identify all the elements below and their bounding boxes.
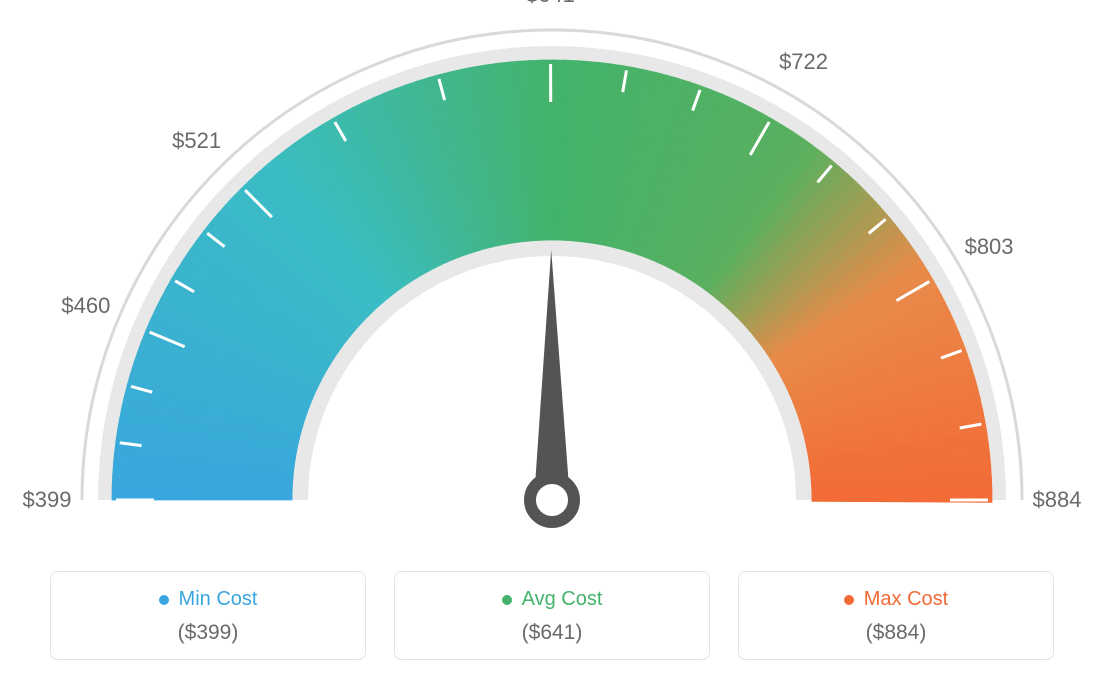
legend-title-max: Max Cost	[844, 588, 948, 611]
tick-label: $521	[172, 128, 221, 154]
gauge-area: $399 $460 $521 $641 $722 $803 $884	[0, 0, 1104, 560]
legend-dot-max	[844, 595, 854, 605]
legend-dot-avg	[502, 595, 512, 605]
tick-label: $803	[965, 234, 1014, 260]
tick-label: $641	[526, 0, 575, 8]
tick-label: $884	[1033, 487, 1082, 513]
tick-label: $399	[23, 487, 72, 513]
gauge-svg	[0, 0, 1104, 560]
cost-gauge-container: $399 $460 $521 $641 $722 $803 $884 Min Cost ($…	[0, 0, 1104, 690]
gauge-needle-base	[530, 478, 574, 522]
legend-label-min: Min Cost	[179, 588, 258, 611]
legend-card-max: Max Cost ($884)	[738, 571, 1054, 660]
legend-row: Min Cost ($399) Avg Cost ($641) Max Cost…	[50, 571, 1054, 660]
tick-label: $722	[779, 49, 828, 75]
gauge-needle	[534, 250, 570, 500]
legend-value-min: ($399)	[61, 621, 355, 645]
legend-value-max: ($884)	[749, 621, 1043, 645]
legend-title-min: Min Cost	[159, 588, 258, 611]
legend-card-min: Min Cost ($399)	[50, 571, 366, 660]
tick-label: $460	[61, 293, 110, 319]
legend-dot-min	[159, 595, 169, 605]
legend-card-avg: Avg Cost ($641)	[394, 571, 710, 660]
legend-title-avg: Avg Cost	[502, 588, 603, 611]
legend-label-max: Max Cost	[864, 588, 948, 611]
legend-label-avg: Avg Cost	[522, 588, 603, 611]
legend-value-avg: ($641)	[405, 621, 699, 645]
